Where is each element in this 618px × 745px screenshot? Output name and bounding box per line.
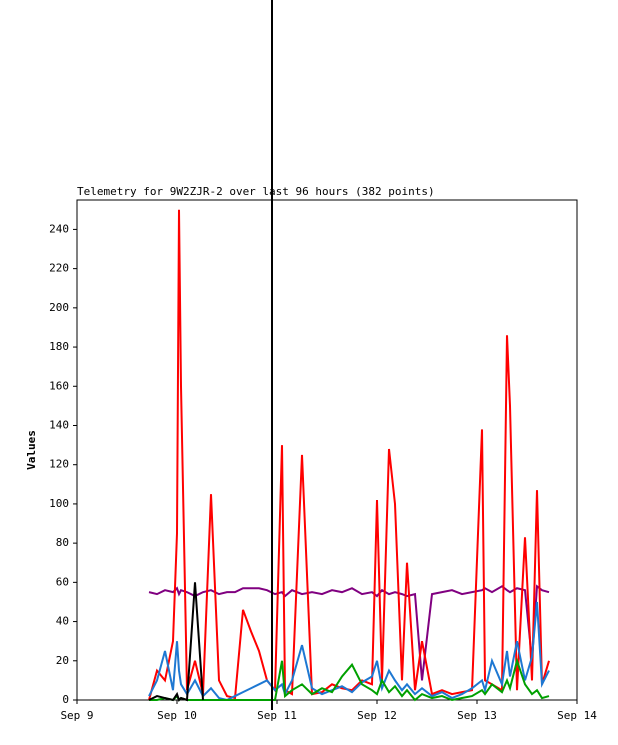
y-tick-label: 80 [56,536,69,549]
series-line [148,582,204,702]
y-tick-label: 20 [56,654,69,667]
plot-frame [76,199,578,701]
series-line [148,209,550,701]
x-tick-label: Sep 12 [357,709,397,722]
y-tick-label: 120 [49,458,69,471]
x-tick-label: Sep 11 [257,709,297,722]
y-tick-label: 220 [49,262,69,275]
x-tick-label: Sep 13 [457,709,497,722]
series-line [148,584,550,681]
series-line [148,601,550,702]
y-tick-label: 200 [49,301,69,314]
y-tick-label: 160 [49,379,69,392]
y-tick-label: 180 [49,340,69,353]
x-tick-label: Sep 10 [157,709,197,722]
y-tick-label: 100 [49,497,69,510]
y-tick-label: 140 [49,418,69,431]
series-line [149,657,550,702]
x-tick-label: Sep 9 [60,709,93,722]
y-tick-label: 240 [49,222,69,235]
x-tick-label: Sep 14 [557,709,597,722]
chart-title: Telemetry for 9W2ZJR-2 over last 96 hour… [77,185,435,198]
y-tick-label: 0 [62,693,69,706]
y-axis-label: Values [25,430,38,470]
y-tick-label: 40 [56,615,69,628]
y-tick-label: 60 [56,575,69,588]
